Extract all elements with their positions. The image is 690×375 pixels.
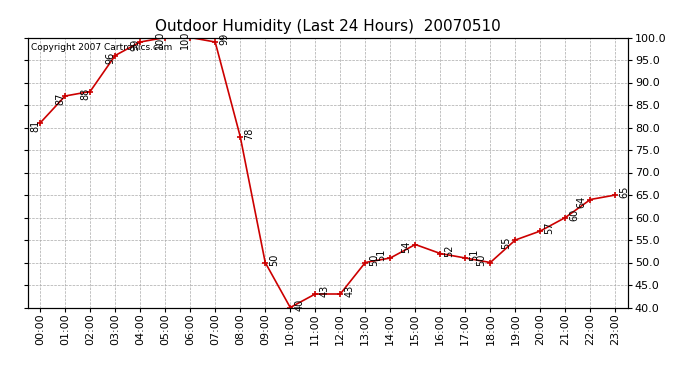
Text: 81: 81 (30, 120, 40, 132)
Title: Outdoor Humidity (Last 24 Hours)  20070510: Outdoor Humidity (Last 24 Hours) 2007051… (155, 18, 501, 33)
Text: 99: 99 (219, 33, 229, 45)
Text: 87: 87 (55, 93, 65, 105)
Text: 52: 52 (444, 244, 455, 257)
Text: 78: 78 (244, 128, 255, 140)
Text: 57: 57 (544, 222, 555, 234)
Text: 50: 50 (269, 254, 279, 266)
Text: 64: 64 (576, 196, 586, 208)
Text: 96: 96 (105, 52, 115, 64)
Text: Copyright 2007 Cartronics.com: Copyright 2007 Cartronics.com (30, 43, 172, 52)
Text: 40: 40 (295, 298, 304, 311)
Text: 50: 50 (369, 254, 380, 266)
Text: 100: 100 (180, 31, 190, 50)
Text: 99: 99 (130, 39, 140, 51)
Text: 43: 43 (319, 285, 329, 297)
Text: 55: 55 (501, 237, 511, 249)
Text: 88: 88 (80, 88, 90, 101)
Text: 43: 43 (344, 285, 355, 297)
Text: 51: 51 (376, 249, 386, 261)
Text: 51: 51 (469, 249, 480, 261)
Text: 50: 50 (476, 254, 486, 266)
Text: 100: 100 (155, 31, 165, 50)
Text: 54: 54 (401, 241, 411, 254)
Text: 65: 65 (620, 186, 629, 198)
Text: 60: 60 (569, 209, 580, 221)
